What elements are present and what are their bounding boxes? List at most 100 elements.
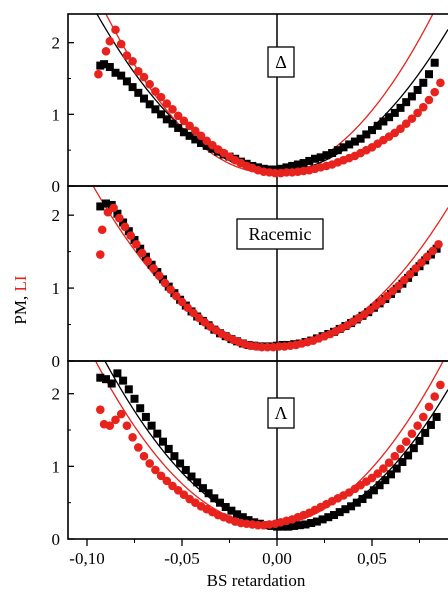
pm-point-2-55 <box>409 444 418 453</box>
li-point-2-11 <box>156 471 166 481</box>
pm-point-2-14 <box>176 459 185 468</box>
pm-point-1-3 <box>113 209 122 218</box>
pm-point-1-0 <box>96 202 105 211</box>
li-point-1-53 <box>394 281 403 291</box>
li-point-2-51 <box>384 458 394 468</box>
pm-point-2-36 <box>301 520 310 529</box>
li-point-0-7 <box>134 67 143 76</box>
li-point-1-52 <box>388 286 398 296</box>
li-point-2-49 <box>373 469 383 478</box>
fit-curves-2 <box>94 361 448 528</box>
data-points-0 <box>94 25 445 178</box>
pm-point-1-5 <box>124 227 133 236</box>
li-point-1-15 <box>177 297 187 307</box>
pm-point-0-45 <box>350 137 359 146</box>
li-point-0-17 <box>191 126 200 136</box>
y-tick-label-1-0: 0 <box>52 352 61 371</box>
pm-point-2-11 <box>159 437 167 446</box>
li-point-1-55 <box>405 269 415 279</box>
pm-point-0-6 <box>128 83 137 92</box>
panel-label-0: Δ <box>275 52 287 72</box>
pm-point-0-51 <box>385 113 394 122</box>
pm-point-2-10 <box>153 429 162 438</box>
pm-point-0-18 <box>197 139 205 147</box>
y-axis-title: PM, LI <box>11 275 30 324</box>
pm-point-2-45 <box>352 498 361 507</box>
pm-point-2-4 <box>119 376 128 385</box>
pm-point-0-37 <box>305 156 314 165</box>
pm-point-2-37 <box>307 519 316 528</box>
li-point-0-55 <box>407 114 417 123</box>
pm-point-0-17 <box>191 135 200 144</box>
pm-point-2-56 <box>415 436 424 445</box>
li-point-2-12 <box>162 476 172 486</box>
pm-point-2-41 <box>330 511 338 520</box>
panel-frame-2 <box>67 360 448 540</box>
pm-point-0-47 <box>362 130 371 139</box>
pm-point-0-35 <box>293 160 302 169</box>
li-point-0-10 <box>151 87 160 96</box>
pm-point-2-32 <box>278 522 287 531</box>
fit-line-0-1 <box>105 14 434 174</box>
pm-point-0-8 <box>140 94 148 103</box>
li-point-2-50 <box>379 464 388 473</box>
li-point-2-60 <box>436 380 445 390</box>
pm-point-0-34 <box>288 161 297 170</box>
pm-point-0-2 <box>105 63 114 72</box>
data-points-1 <box>96 199 443 352</box>
li-point-0-1 <box>101 46 111 56</box>
pm-point-2-42 <box>335 508 344 517</box>
li-point-1-6 <box>126 231 135 240</box>
y-axis-title-part-1: , <box>11 291 30 300</box>
pm-point-2-3 <box>113 369 122 378</box>
fit-line-2-0 <box>104 361 448 528</box>
pm-point-0-12 <box>162 115 171 124</box>
li-point-1-7 <box>132 240 141 249</box>
li-point-1-12 <box>160 278 170 288</box>
pm-point-0-44 <box>345 140 354 149</box>
li-point-1-50 <box>377 296 386 306</box>
pm-point-2-16 <box>187 472 196 481</box>
li-point-1-10 <box>149 264 158 273</box>
pm-point-1-59 <box>432 244 441 253</box>
li-point-2-9 <box>145 459 154 468</box>
panel-2: 0 1 2 Λ <box>52 360 448 549</box>
pm-point-0-10 <box>151 105 160 114</box>
pm-point-0-38 <box>311 154 319 163</box>
pm-point-2-59 <box>432 412 441 421</box>
pm-point-0-58 <box>425 70 433 79</box>
li-point-0-56 <box>413 108 422 118</box>
pm-point-2-15 <box>181 465 190 474</box>
pm-point-2-40 <box>324 513 333 522</box>
pm-point-2-20 <box>210 494 219 503</box>
y-tick-label-2-0: 0 <box>52 530 61 549</box>
pm-point-2-25 <box>238 513 247 522</box>
li-point-0-8 <box>139 72 149 82</box>
li-point-2-7 <box>134 443 143 452</box>
pm-point-2-12 <box>164 444 173 453</box>
li-point-1-3 <box>109 203 118 213</box>
pm-point-2-39 <box>318 515 327 524</box>
li-point-1-0 <box>96 250 105 259</box>
pm-point-0-50 <box>379 117 388 126</box>
pm-point-2-1 <box>102 375 110 384</box>
li-point-0-12 <box>162 99 172 108</box>
pm-point-2-19 <box>204 489 213 498</box>
pm-point-2-43 <box>341 505 350 514</box>
pm-point-0-13 <box>168 119 177 128</box>
pm-point-2-57 <box>421 428 430 437</box>
pm-point-2-21 <box>216 498 224 507</box>
pm-point-1-4 <box>119 218 128 227</box>
li-point-0-4 <box>116 39 126 49</box>
li-point-0-58 <box>424 95 434 105</box>
li-point-2-5 <box>122 421 132 430</box>
li-point-2-4 <box>116 409 126 419</box>
pm-point-0-5 <box>122 77 131 86</box>
li-point-0-57 <box>419 102 428 112</box>
li-point-2-2 <box>105 421 115 430</box>
panels-layer: 0 1 2 Δ 0 1 2 Racemic 0 1 2 Λ -0,10 -0,05 0,00 0,05 <box>52 13 448 568</box>
pm-point-2-2 <box>107 379 116 388</box>
pm-point-2-24 <box>233 510 242 519</box>
pm-point-0-14 <box>174 123 183 132</box>
li-point-2-3 <box>111 415 120 425</box>
